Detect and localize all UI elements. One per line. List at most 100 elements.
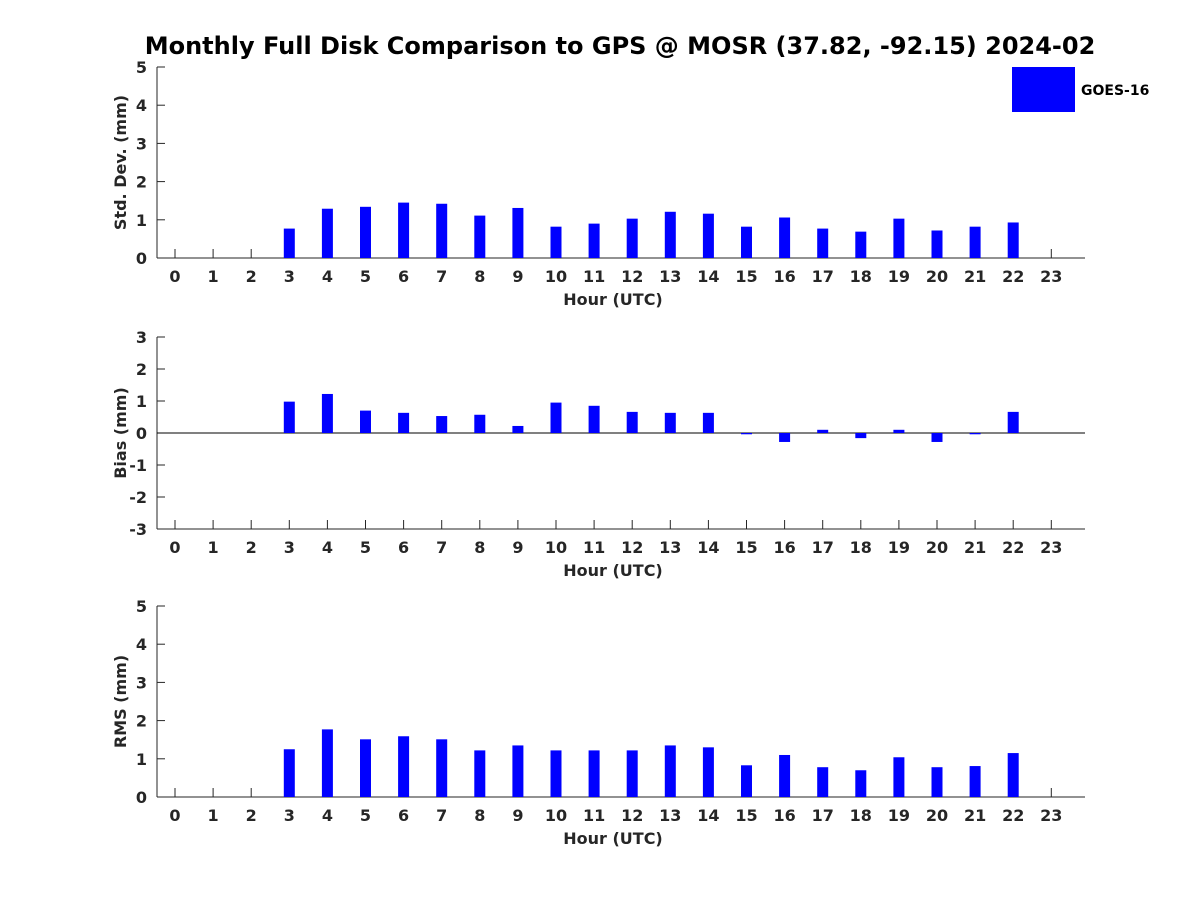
- bar-hour-8: [474, 215, 486, 258]
- x-tick-label: 1: [208, 806, 219, 825]
- bar-hour-9: [512, 207, 524, 258]
- x-tick-label: 13: [659, 806, 681, 825]
- y-tick-label: 2: [136, 360, 147, 379]
- bar-hour-7: [436, 203, 448, 258]
- y-tick-label: 1: [136, 211, 147, 230]
- x-tick-label: 10: [545, 538, 567, 557]
- x-tick-label: 21: [964, 806, 986, 825]
- x-tick-label: 15: [735, 267, 757, 286]
- y-tick-label: 0: [136, 424, 147, 443]
- bar-hour-6: [398, 202, 410, 258]
- x-tick-label: 10: [545, 267, 567, 286]
- x-tick-label: 16: [773, 538, 795, 557]
- y-tick-label: 5: [136, 58, 147, 77]
- x-tick-label: 14: [697, 267, 719, 286]
- bar-hour-16: [779, 217, 791, 258]
- x-tick-label: 4: [322, 538, 333, 557]
- x-tick-label: 7: [436, 538, 447, 557]
- x-tick-label: 15: [735, 806, 757, 825]
- x-tick-label: 9: [512, 806, 523, 825]
- bar-hour-18: [855, 433, 867, 439]
- x-axis-label: Hour (UTC): [563, 829, 663, 848]
- y-tick-label: -2: [129, 488, 147, 507]
- bar-hour-21: [969, 226, 981, 258]
- x-tick-label: 0: [169, 538, 180, 557]
- bar-hour-11: [588, 405, 600, 433]
- x-tick-label: 23: [1040, 267, 1062, 286]
- y-tick-label: 3: [136, 328, 147, 347]
- y-tick-label: 4: [136, 635, 147, 654]
- bar-hour-4: [321, 208, 333, 258]
- x-tick-label: 21: [964, 267, 986, 286]
- bar-hour-16: [779, 433, 791, 442]
- legend: GOES-16: [1012, 67, 1149, 112]
- legend-swatch-goes-16: [1012, 67, 1075, 112]
- x-tick-label: 18: [850, 267, 872, 286]
- x-tick-label: 23: [1040, 538, 1062, 557]
- x-tick-label: 4: [322, 806, 333, 825]
- x-tick-label: 18: [850, 806, 872, 825]
- x-tick-label: 2: [246, 806, 257, 825]
- x-tick-label: 3: [284, 538, 295, 557]
- x-tick-label: 7: [436, 806, 447, 825]
- bar-hour-9: [512, 425, 524, 433]
- x-tick-label: 9: [512, 267, 523, 286]
- bar-hour-13: [664, 211, 676, 258]
- bar-hour-20: [931, 767, 943, 797]
- bar-hour-5: [360, 739, 371, 797]
- bar-hour-18: [855, 231, 867, 258]
- x-tick-label: 17: [812, 538, 834, 557]
- bar-hour-4: [321, 729, 333, 797]
- bar-hour-6: [398, 736, 410, 797]
- y-tick-label: 0: [136, 788, 147, 807]
- x-tick-label: 9: [512, 538, 523, 557]
- x-tick-label: 19: [888, 806, 910, 825]
- x-tick-label: 12: [621, 538, 643, 557]
- x-tick-label: 20: [926, 267, 948, 286]
- bar-hour-22: [1007, 753, 1019, 797]
- bar-hour-19: [893, 218, 905, 258]
- x-tick-label: 22: [1002, 267, 1024, 286]
- y-tick-label: 5: [136, 597, 147, 616]
- y-tick-label: -1: [129, 456, 147, 475]
- legend-label: GOES-16: [1081, 83, 1149, 99]
- x-tick-label: 13: [659, 538, 681, 557]
- x-tick-label: 10: [545, 806, 567, 825]
- x-tick-label: 12: [621, 806, 643, 825]
- x-tick-label: 11: [583, 538, 605, 557]
- x-tick-label: 0: [169, 267, 180, 286]
- bar-hour-5: [360, 410, 371, 433]
- x-tick-label: 6: [398, 806, 409, 825]
- x-tick-label: 15: [735, 538, 757, 557]
- bar-hour-20: [931, 433, 943, 442]
- y-tick-label: 0: [136, 249, 147, 268]
- x-tick-label: 17: [812, 806, 834, 825]
- bar-hour-22: [1007, 411, 1019, 433]
- x-tick-label: 5: [360, 806, 371, 825]
- bar-hour-8: [474, 750, 486, 797]
- x-tick-label: 22: [1002, 538, 1024, 557]
- bar-hour-17: [817, 228, 829, 258]
- x-tick-label: 1: [208, 267, 219, 286]
- bar-hour-13: [664, 745, 676, 797]
- bar-hour-7: [436, 416, 448, 433]
- bar-hour-21: [969, 433, 981, 435]
- x-tick-label: 18: [850, 538, 872, 557]
- bar-hour-3: [283, 228, 295, 258]
- bar-hour-14: [702, 747, 714, 797]
- x-tick-label: 11: [583, 806, 605, 825]
- x-tick-label: 20: [926, 538, 948, 557]
- x-tick-label: 4: [322, 267, 333, 286]
- y-tick-label: 3: [136, 673, 147, 692]
- y-tick-label: 1: [136, 392, 147, 411]
- y-tick-label: -3: [129, 520, 147, 539]
- x-axis-label: Hour (UTC): [563, 561, 663, 580]
- x-tick-label: 23: [1040, 806, 1062, 825]
- bar-hour-16: [779, 754, 791, 797]
- bar-hour-4: [321, 393, 333, 433]
